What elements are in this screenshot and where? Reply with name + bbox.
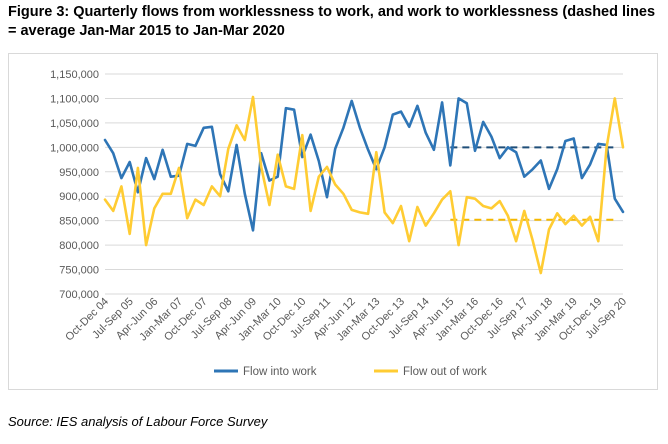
y-tick-label: 800,000 <box>59 240 99 252</box>
line-chart: 700,000 750,000 800,000 850,000 900,000 950,0… <box>50 69 629 378</box>
y-tick-label: 700,000 <box>59 289 99 301</box>
y-tick-label: 750,000 <box>59 265 99 277</box>
series-line-flow-into-work <box>103 97 625 232</box>
y-tick-label: 950,000 <box>59 167 99 179</box>
y-tick-label: 1,100,000 <box>50 93 99 105</box>
legend-label: Flow into work <box>243 366 317 378</box>
series-line-flow-out-of-work <box>103 95 625 275</box>
y-tick-label: 850,000 <box>59 216 99 228</box>
legend-label: Flow out of work <box>403 366 487 378</box>
source-note: Source: IES analysis of Labour Force Sur… <box>8 414 268 429</box>
figure-title: Figure 3: Quarterly flows from worklessn… <box>8 4 656 39</box>
chart-area: 700,000 750,000 800,000 850,000 900,000 950,0… <box>8 53 658 390</box>
y-tick-label: 1,000,000 <box>50 142 99 154</box>
y-tick-label: 900,000 <box>59 191 99 203</box>
y-tick-label: 1,150,000 <box>50 69 99 81</box>
y-tick-label: 1,050,000 <box>50 118 99 130</box>
